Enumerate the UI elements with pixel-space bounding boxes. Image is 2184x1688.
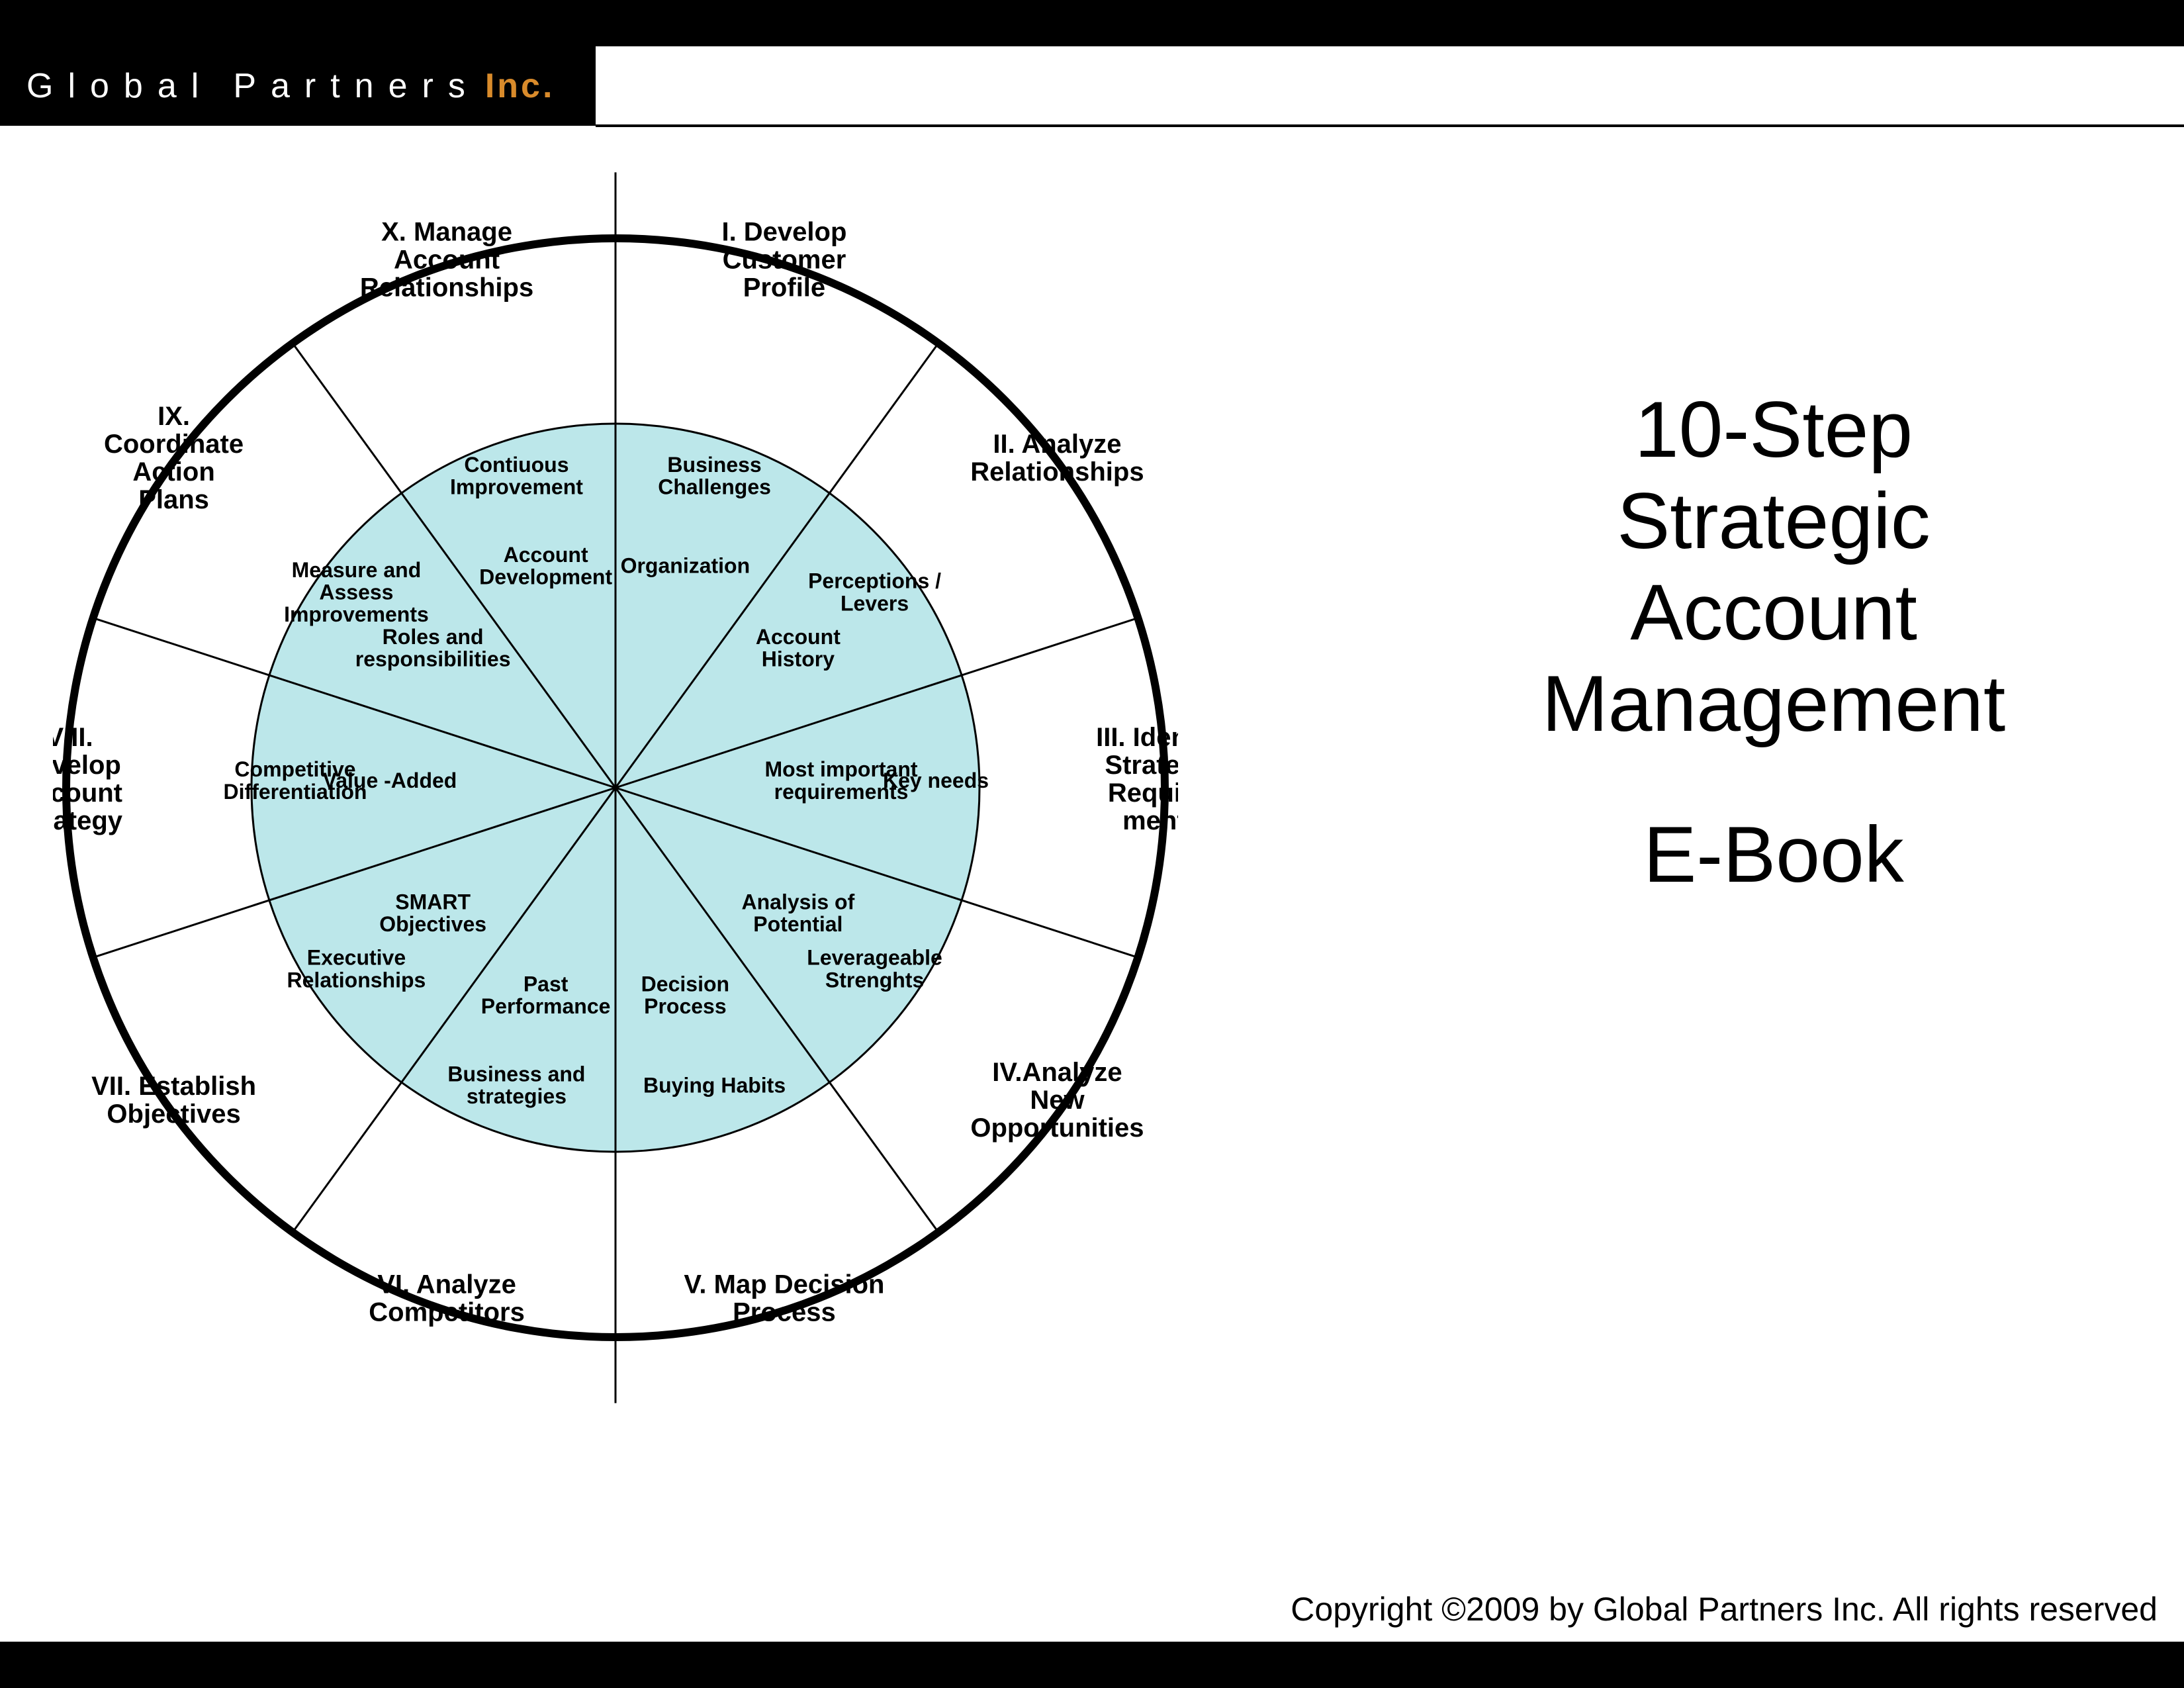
title-block: 10-Step Strategic Account Management E-B… bbox=[1443, 384, 2105, 900]
title-line-1: 10-Step bbox=[1443, 384, 2105, 475]
title-line-4: Management bbox=[1443, 658, 2105, 749]
segment-label-V: V. Map DecisionProcess bbox=[684, 1270, 884, 1327]
brand-text-2: Partners bbox=[233, 66, 480, 106]
segment-label-X: X. ManageAccountRelationships bbox=[360, 217, 533, 302]
segment-label-IX: IX.CoordinateActionPlans bbox=[104, 402, 244, 514]
brand-text-1: Global bbox=[26, 66, 213, 106]
inner-label-V-1: Buying Habits bbox=[643, 1073, 786, 1097]
brand-logo: Global Partners Inc. bbox=[0, 46, 596, 126]
inner-label-II-0: AccountHistory bbox=[756, 625, 841, 671]
title-line-3: Account bbox=[1443, 567, 2105, 658]
segment-label-I: I. DevelopCustomerProfile bbox=[721, 217, 846, 302]
inner-label-IV-1: LeverageableStrenghts bbox=[807, 946, 942, 992]
inner-label-I-0: Organization bbox=[621, 554, 751, 578]
segment-label-III: III. IdentifyStrategicRequire-ments bbox=[1096, 723, 1178, 835]
segment-label-IV: IV.AnalyzeNewOpportunities bbox=[970, 1058, 1144, 1143]
title-line-2: Strategic bbox=[1443, 475, 2105, 567]
inner-label-VIII-1: CompetitiveDifferentiation bbox=[224, 757, 367, 804]
inner-label-VI-1: Business andstrategies bbox=[447, 1062, 585, 1109]
title-ebook: E-Book bbox=[1443, 809, 2105, 900]
inner-label-IV-0: Analysis ofPotential bbox=[742, 890, 855, 937]
segment-label-VI: VI. AnalyzeCompetitors bbox=[369, 1270, 525, 1327]
segment-label-II: II. AnalyzeRelationships bbox=[970, 430, 1144, 487]
wheel-svg: I. DevelopCustomerProfile II. AnalyzeRela… bbox=[53, 159, 1178, 1417]
inner-label-III-1: Key needs bbox=[883, 769, 989, 792]
copyright-text: Copyright ©2009 by Global Partners Inc. … bbox=[1291, 1590, 2158, 1628]
inner-label-I-1: BusinessChallenges bbox=[658, 453, 771, 499]
top-bar bbox=[0, 0, 2184, 46]
wheel-diagram: I. DevelopCustomerProfile II. AnalyzeRela… bbox=[53, 159, 1178, 1417]
brand-text-3: Inc. bbox=[485, 66, 555, 106]
inner-label-V-0: DecisionProcess bbox=[641, 972, 729, 1019]
bottom-bar bbox=[0, 1642, 2184, 1688]
header-rule bbox=[596, 124, 2184, 127]
segment-label-VII: VII. EstablishObjectives bbox=[91, 1072, 256, 1129]
inner-label-X-1: ContiuousImprovement bbox=[450, 453, 583, 499]
segment-label-VIII: VIII.DevelopAccountStrategy bbox=[53, 723, 123, 835]
inner-label-VII-0: SMARTObjectives bbox=[379, 890, 486, 937]
inner-label-VII-1: ExecutiveRelationships bbox=[287, 946, 426, 992]
